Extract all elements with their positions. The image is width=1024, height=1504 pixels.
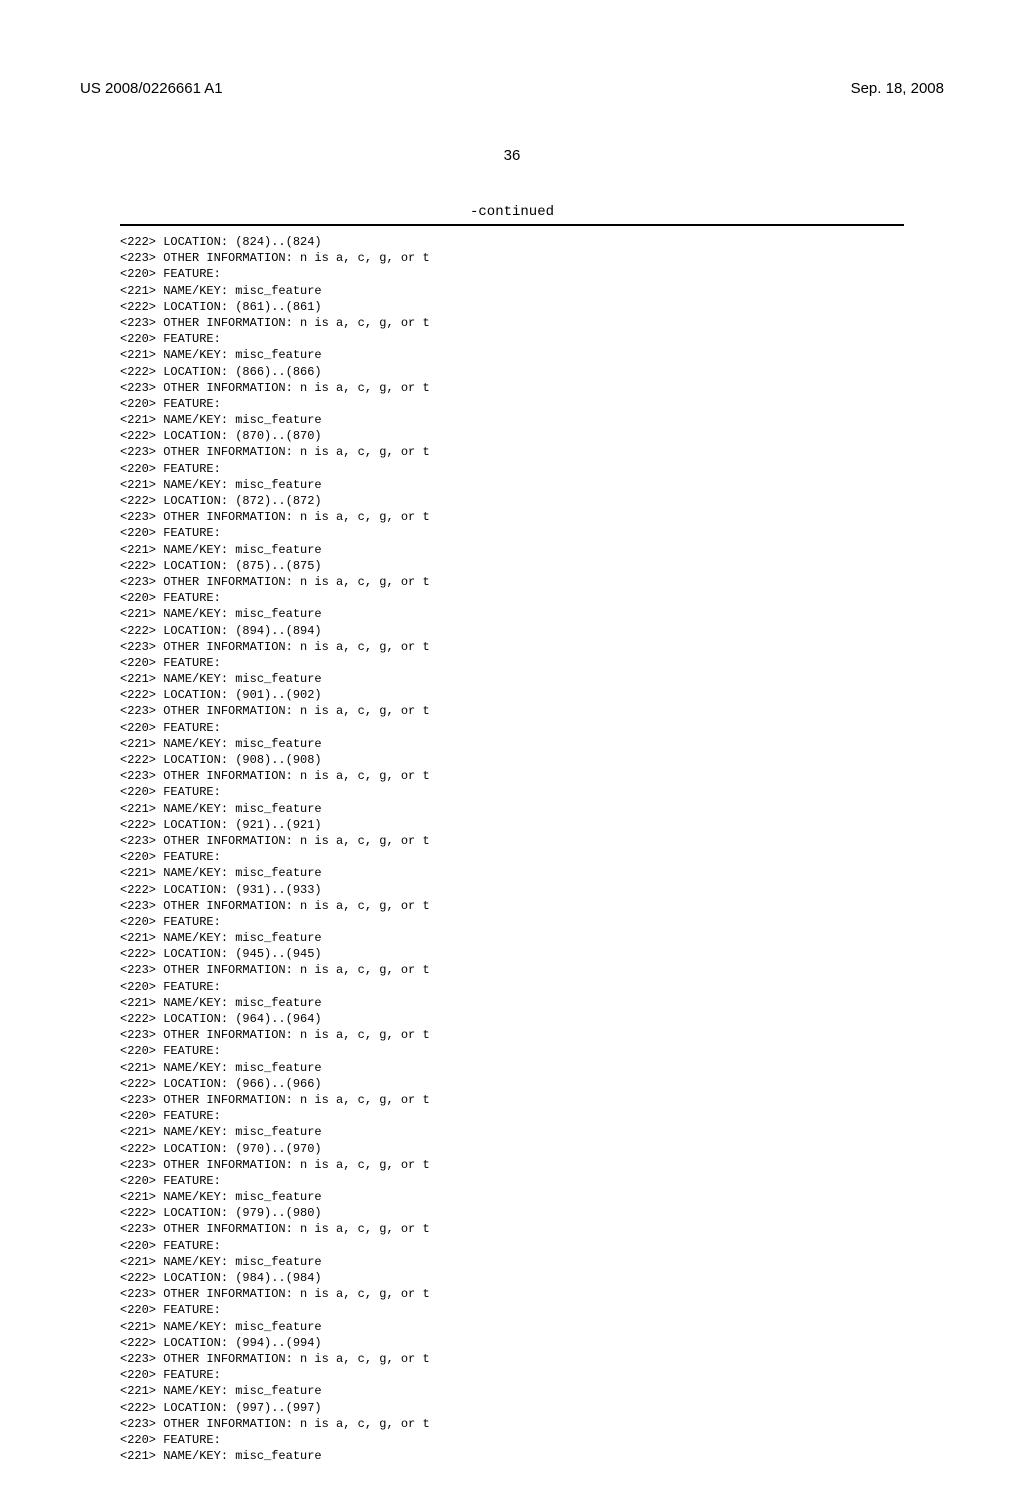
publication-number: US 2008/0226661 A1 (80, 80, 223, 97)
patent-page: US 2008/0226661 A1 Sep. 18, 2008 36 -con… (0, 0, 1024, 1504)
page-number: 36 (80, 147, 944, 164)
horizontal-rule (120, 224, 904, 226)
publication-date: Sep. 18, 2008 (851, 80, 944, 97)
sequence-listing: <222> LOCATION: (824)..(824) <223> OTHER… (120, 234, 944, 1464)
page-header: US 2008/0226661 A1 Sep. 18, 2008 (80, 80, 944, 97)
continued-label: -continued (80, 204, 944, 220)
